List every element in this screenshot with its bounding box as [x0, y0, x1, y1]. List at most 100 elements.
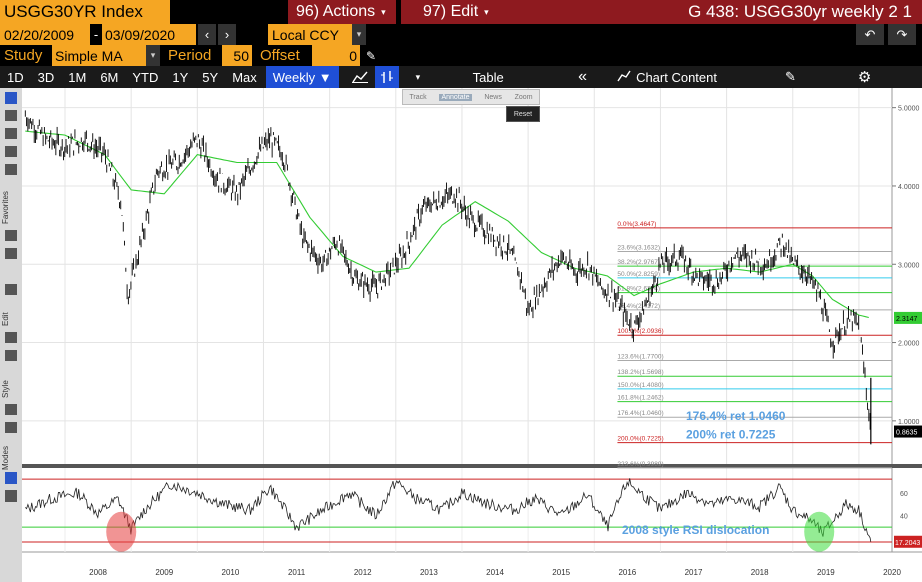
next-arrow-icon[interactable]: › [218, 24, 236, 45]
fib-label: 176.4%(1.0460) [617, 410, 663, 417]
erase-tool-icon[interactable] [5, 332, 17, 343]
undo-icon[interactable]: ↶ [856, 24, 884, 45]
plot-backgrounds [0, 88, 922, 553]
fib-label: 138.2%(1.5698) [617, 369, 663, 376]
width-tool-icon[interactable] [5, 422, 17, 433]
annotation-marks: 176.4% ret 1.0460 200% ret 0.7225 [686, 409, 786, 441]
range-button-1d[interactable]: 1D [7, 69, 24, 85]
x-tick-label: 2010 [222, 568, 240, 577]
range-button-5y[interactable]: 5Y [202, 69, 219, 85]
y-tick-label: 1.0000 [898, 419, 920, 426]
left-toolbar: Favorites Edit Style Modes [0, 88, 22, 582]
arrow-tool-icon[interactable] [5, 284, 17, 295]
style-side-label: Style [1, 380, 10, 398]
lock-tool-icon[interactable] [5, 350, 17, 361]
chart-type-chevron-icon[interactable]: ▾ [415, 71, 421, 82]
rsi-tick-label: 60 [900, 491, 908, 498]
x-tick-label: 2019 [817, 568, 835, 577]
range-button-max[interactable]: Max [232, 69, 257, 85]
ma-value-box [894, 311, 922, 324]
draw-tool-icon[interactable] [5, 110, 17, 121]
line-chart-icon[interactable] [345, 66, 375, 88]
shape-tool-icon[interactable] [5, 248, 17, 259]
x-tick-label: 2018 [751, 568, 769, 577]
prev-arrow-icon[interactable]: ‹ [198, 24, 216, 45]
interval-select[interactable]: Weekly ▼ [265, 66, 339, 88]
y-tick-label: 2.0000 [898, 341, 920, 348]
hover-toolbar: Track Annotate News Zoom [402, 89, 540, 105]
table-button[interactable]: Table [472, 69, 504, 85]
rsi-value-label: 17.2043 [895, 540, 920, 547]
cursor-tool-icon[interactable] [5, 92, 17, 104]
fib-label: 61.8%(2.6374) [617, 286, 660, 293]
chart-content-label: Chart Content [636, 69, 717, 85]
fib-tool-icon[interactable] [5, 146, 17, 157]
ticker-field[interactable]: USGG30YR Index [0, 0, 170, 24]
last-price-box [894, 425, 922, 438]
price-series [24, 110, 872, 445]
edit-menu[interactable]: 97) Edit ▾ [401, 0, 513, 24]
offset-field[interactable]: 0 [312, 45, 360, 66]
line-tool-icon[interactable] [5, 128, 17, 139]
fib-label: 200.0%(0.7225) [617, 436, 663, 443]
pencil-icon[interactable]: ✎ [365, 48, 377, 63]
reset-button[interactable]: Reset [506, 106, 540, 122]
range-button-6m[interactable]: 6M [100, 69, 119, 85]
x-tick-label: 2013 [420, 568, 438, 577]
study-bar: Study Simple MA ▾ Period 50 Offset 0 ✎ [0, 45, 922, 66]
actions-menu[interactable]: 96) Actions ▾ [288, 0, 396, 24]
edit-side-label: Edit [1, 312, 10, 326]
range-button-3d[interactable]: 3D [37, 69, 55, 85]
mode-cursor-icon[interactable] [5, 472, 17, 484]
range-button-1y[interactable]: 1Y [172, 69, 189, 85]
start-date-field[interactable]: 02/20/2009 [0, 24, 90, 45]
offset-label: Offset [260, 47, 300, 64]
fib-label: 100.0%(2.0936) [617, 328, 663, 335]
track-button[interactable]: Track [409, 93, 427, 101]
ma-value-label: 2.3147 [896, 316, 918, 323]
edit-label: 97) Edit [423, 3, 479, 20]
currency-chevron-icon[interactable]: ▾ [352, 24, 366, 45]
zoom-button[interactable]: Zoom [514, 93, 533, 101]
fib-label: 150.0%(1.4080) [617, 382, 663, 389]
rsi-2008-highlight [106, 511, 137, 552]
period-field[interactable]: 50 [222, 45, 252, 66]
x-tick-label: 2017 [685, 568, 703, 577]
annotate-button[interactable]: Annotate [439, 93, 472, 101]
study-label: Study [4, 47, 43, 64]
x-tick-label: 2009 [155, 568, 173, 577]
modes-side-label: Modes [1, 445, 10, 470]
x-tick-label: 2015 [552, 568, 570, 577]
edit-chart-icon[interactable]: ✎ [785, 69, 796, 84]
fib-label: 123.6%(1.7700) [617, 354, 663, 361]
color-tool-icon[interactable] [5, 404, 17, 415]
axes: 5.0000 4.0000 3.0000 2.0000 1.0000 2008 2009 20… [89, 106, 922, 577]
x-tick-label: 2016 [618, 568, 636, 577]
date-separator: - [93, 27, 99, 42]
redo-icon[interactable]: ↷ [888, 24, 916, 45]
text-tool-icon[interactable] [5, 230, 17, 241]
edit-arrow-icon: ▾ [484, 6, 489, 17]
chart-content-button[interactable]: Chart Content [610, 66, 724, 88]
range-button-1m[interactable]: 1M [68, 69, 87, 85]
settings-gear-icon[interactable]: ⚙ [857, 69, 872, 86]
collapse-icon[interactable]: « [578, 68, 588, 85]
rsi-annotation: 2008 style RSI dislocation [622, 523, 769, 537]
bar-chart-icon[interactable] [374, 66, 399, 88]
mode-zoom-icon[interactable] [5, 490, 17, 502]
y-tick-label: 3.0000 [898, 262, 920, 269]
study-type-select[interactable]: Simple MA [52, 45, 146, 66]
annotation-176: 176.4% ret 1.0460 [686, 409, 786, 423]
study-chevron-icon[interactable]: ▾ [146, 45, 160, 66]
news-button[interactable]: News [484, 93, 502, 101]
fib-label: 50.0%(2.8259) [617, 271, 660, 278]
currency-select[interactable]: Local CCY [268, 24, 352, 45]
x-tick-label: 2012 [354, 568, 372, 577]
x-tick-label: 2011 [288, 568, 306, 577]
range-buttons: 1D 3D 1M 6M YTD 1Y 5Y Max [0, 66, 264, 88]
fib-label: 38.2%(2.9767) [617, 259, 660, 266]
range-button-ytd[interactable]: YTD [132, 69, 159, 85]
end-date-field[interactable]: 03/09/2020 [102, 24, 196, 45]
channel-tool-icon[interactable] [5, 164, 17, 175]
